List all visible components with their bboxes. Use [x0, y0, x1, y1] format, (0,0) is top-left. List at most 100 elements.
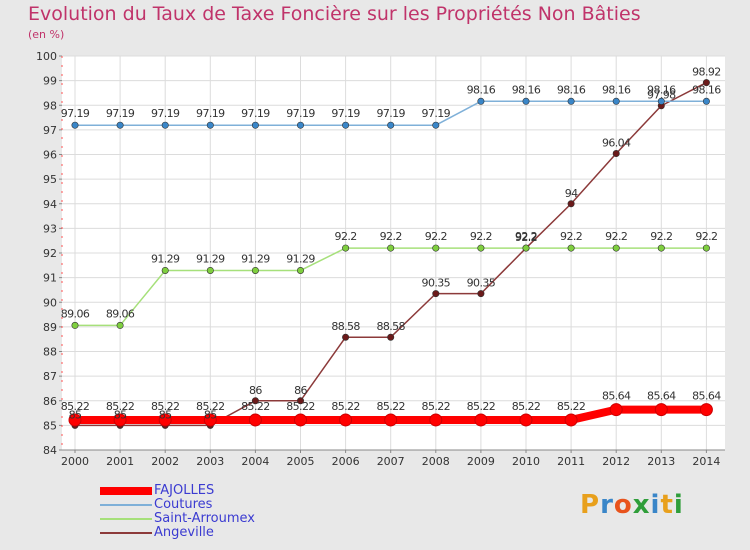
data-label-fajolles: 85.22	[376, 400, 405, 413]
legend-item: Coutures	[100, 498, 255, 512]
tick-label-y: 86	[43, 395, 57, 408]
data-label-angeville: 86	[294, 384, 307, 397]
legend-swatch	[100, 518, 152, 520]
data-label-saint-arroumex: 92.2	[425, 230, 447, 243]
tick-label-y: 93	[43, 222, 57, 235]
data-label-saint-arroumex: 91.29	[151, 252, 180, 265]
legend-swatch	[100, 504, 152, 506]
proxiti-logo: Proxiti	[580, 490, 684, 520]
data-point-fajolles	[609, 403, 623, 417]
data-point-coutures	[432, 121, 440, 129]
data-label-coutures: 97.19	[422, 107, 451, 120]
data-point-fajolles	[113, 413, 127, 427]
data-label-coutures: 97.19	[241, 107, 270, 120]
data-point-coutures	[522, 97, 530, 105]
tick-label-x: 2000	[61, 455, 89, 468]
data-point-saint-arroumex	[702, 244, 710, 252]
data-point-coutures	[387, 121, 395, 129]
tick-label-x: 2007	[377, 455, 405, 468]
data-label-fajolles: 85.22	[196, 400, 225, 413]
chart-title: Evolution du Taux de Taxe Foncière sur l…	[28, 3, 641, 25]
data-label-saint-arroumex: 89.06	[61, 307, 90, 320]
tick-label-y: 94	[43, 198, 57, 211]
tick-label-x: 2004	[241, 455, 269, 468]
data-label-saint-arroumex: 89.06	[106, 307, 135, 320]
data-label-fajolles: 85.22	[151, 400, 180, 413]
logo-letter: P	[580, 490, 601, 520]
data-point-saint-arroumex	[567, 244, 575, 252]
data-point-coutures	[657, 97, 665, 105]
data-label-saint-arroumex: 92.2	[695, 230, 717, 243]
data-point-coutures	[71, 121, 79, 129]
tick-label-y: 84	[43, 444, 57, 457]
tick-label-x: 2014	[692, 455, 720, 468]
logo-letter: r	[600, 490, 614, 520]
data-point-angeville	[387, 333, 395, 341]
data-label-angeville: 96.04	[602, 137, 631, 150]
logo-letter: t	[660, 490, 674, 520]
data-label-saint-arroumex: 92.2	[560, 230, 582, 243]
data-label-coutures: 97.19	[106, 107, 135, 120]
data-point-fajolles	[699, 403, 713, 417]
data-label-fajolles: 85.64	[602, 390, 631, 403]
data-label-angeville: 90.35	[467, 277, 496, 290]
tick-label-y: 87	[43, 370, 57, 383]
tick-label-y: 99	[43, 75, 57, 88]
legend-label: Angeville	[154, 525, 214, 540]
data-label-coutures: 98.16	[467, 83, 496, 96]
data-label-fajolles: 85.64	[692, 390, 721, 403]
data-point-angeville	[567, 200, 575, 208]
tick-label-y: 85	[43, 419, 57, 432]
data-point-saint-arroumex	[251, 266, 259, 274]
data-label-saint-arroumex: 92.2	[650, 230, 672, 243]
data-point-coutures	[702, 97, 710, 105]
data-label-coutures: 98.16	[602, 83, 631, 96]
data-label-saint-arroumex: 91.29	[196, 252, 225, 265]
data-label-fajolles: 85.22	[61, 400, 90, 413]
data-label-fajolles: 85.22	[241, 400, 270, 413]
tick-label-y: 96	[43, 149, 57, 162]
data-label-coutures: 97.19	[286, 107, 315, 120]
data-label-coutures: 97.19	[331, 107, 360, 120]
data-label-angeville: 85	[114, 408, 127, 421]
logo-letter: i	[673, 490, 684, 520]
legend-item: FAJOLLES	[100, 484, 255, 498]
logo-letter: o	[613, 490, 633, 520]
data-point-angeville	[477, 290, 485, 298]
data-label-angeville: 90.35	[422, 277, 451, 290]
data-label-fajolles: 85.22	[106, 400, 135, 413]
data-point-fajolles	[203, 413, 217, 427]
data-point-coutures	[477, 97, 485, 105]
data-point-fajolles	[384, 413, 398, 427]
data-label-fajolles: 85.22	[512, 400, 541, 413]
tick-label-x: 2002	[151, 455, 179, 468]
data-point-coutures	[342, 121, 350, 129]
data-point-coutures	[612, 97, 620, 105]
tick-label-x: 2003	[196, 455, 224, 468]
data-point-fajolles	[248, 413, 262, 427]
tick-label-y: 97	[43, 124, 57, 137]
data-label-angeville: 88.58	[376, 320, 405, 333]
tick-label-x: 2011	[557, 455, 585, 468]
data-label-saint-arroumex: 91.29	[286, 252, 315, 265]
data-point-fajolles	[158, 413, 172, 427]
legend-label: Coutures	[154, 497, 213, 512]
data-point-coutures	[161, 121, 169, 129]
data-point-saint-arroumex	[522, 244, 530, 252]
data-label-saint-arroumex: 92.2	[515, 230, 537, 243]
logo-letter: x	[632, 490, 651, 520]
data-point-angeville	[702, 79, 710, 87]
logo-letter: i	[650, 490, 661, 520]
legend-swatch	[100, 487, 152, 495]
data-label-fajolles: 85.64	[647, 390, 676, 403]
data-label-angeville: 92.2	[515, 231, 537, 244]
tick-label-y: 100	[36, 50, 57, 63]
data-label-coutures: 97.19	[376, 107, 405, 120]
data-point-saint-arroumex	[342, 244, 350, 252]
data-point-saint-arroumex	[432, 244, 440, 252]
data-label-coutures: 98.16	[647, 83, 676, 96]
data-label-fajolles: 85.22	[467, 400, 496, 413]
data-point-saint-arroumex	[116, 321, 124, 329]
tick-label-x: 2008	[422, 455, 450, 468]
